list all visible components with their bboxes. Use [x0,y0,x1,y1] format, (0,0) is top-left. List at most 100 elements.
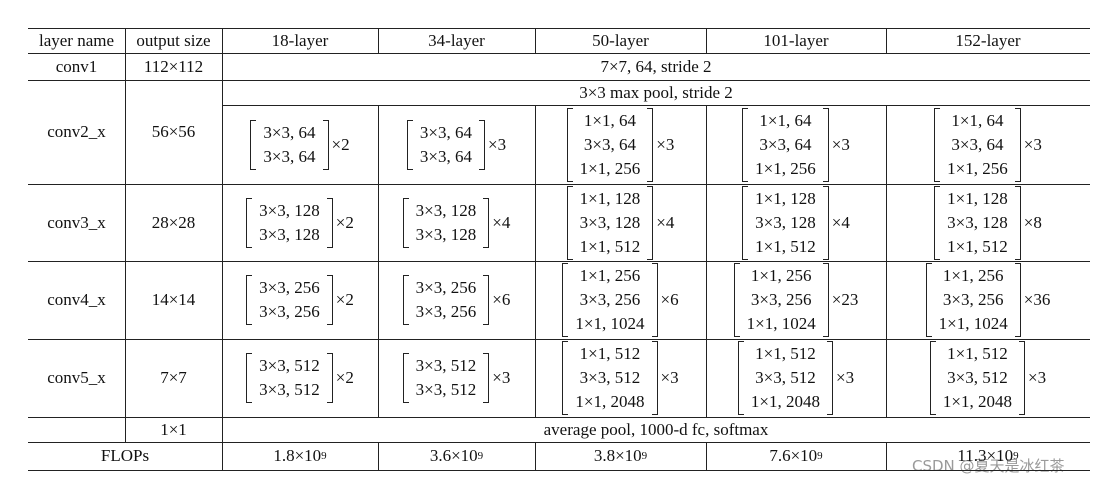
bracket-right [483,353,490,403]
block: 1×1, 128 3×3, 128 1×1, 512 ×8 [934,185,1042,260]
flops-base: 1.8×10 [273,446,322,465]
span-cell: 7×7, 64, stride 2 [600,56,712,76]
block: 1×1, 512 3×3, 512 1×1, 2048 ×3 [737,341,855,415]
block-lines: 1×1, 512 3×3, 512 1×1, 2048 [744,342,827,414]
column-rule [706,105,707,417]
block-line: 3×3, 256 [259,278,320,297]
column-rule [706,442,707,470]
block-line: 3×3, 512 [579,368,641,387]
block-cell: 1×1, 512 3×3, 512 1×1, 2048 ×3 [535,339,706,417]
column-rule [125,28,126,442]
bracket-right [1014,107,1021,182]
block-times: ×6 [660,290,679,309]
block-lines: 1×1, 128 3×3, 128 1×1, 512 [940,187,1015,259]
block-line: 1×1, 1024 [938,314,1008,333]
bracket-right [326,197,333,248]
column-rule [378,28,379,53]
block: 1×1, 128 3×3, 128 1×1, 512 ×4 [566,185,675,260]
block-line: 3×3, 64 [759,134,812,154]
block-line: 3×3, 256 [415,278,477,297]
block-line: 3×3, 64 [951,134,1004,154]
block-line: 1×1, 2048 [942,392,1012,411]
block: 3×3, 512 3×3, 512 ×2 [246,353,354,403]
block-cell: 1×1, 64 3×3, 64 1×1, 256 ×3 [535,105,706,184]
column-rule [378,442,379,470]
bracket-right [483,197,490,248]
column-rule [886,28,887,53]
block-lines: 3×3, 512 3×3, 512 [252,354,327,402]
flops-exp: 9 [477,450,484,462]
block-lines: 1×1, 64 3×3, 64 1×1, 256 [573,109,648,181]
block: 3×3, 128 3×3, 128 ×2 [246,197,354,248]
block-cell: 1×1, 512 3×3, 512 1×1, 2048 ×3 [706,339,886,417]
flops-exp: 9 [1013,450,1019,462]
block-cell: 3×3, 64 3×3, 64 ×2 [222,105,378,184]
block: 1×1, 64 3×3, 64 1×1, 256 ×3 [566,107,674,182]
bracket-right [651,263,658,337]
block: 1×1, 512 3×3, 512 1×1, 2048 ×3 [562,341,679,415]
block-line: 1×1, 2048 [575,392,645,411]
rule [222,105,1090,106]
column-rule [222,53,223,470]
block: 3×3, 64 3×3, 64 ×2 [250,119,350,170]
output-size: 14×14 [151,290,196,309]
block-times: ×2 [335,290,354,309]
header-cell: 101-layer [763,30,829,50]
block-line: 3×3, 512 [947,368,1008,387]
block-line: 1×1, 256 [579,158,641,178]
column-rule [222,28,223,53]
block-times: ×4 [831,212,850,232]
block-times: ×3 [836,368,855,387]
block-line: 3×3, 128 [579,212,641,232]
flops-value: 3.8×10 9 [535,442,706,470]
block-line: 3×3, 128 [415,224,477,244]
flops-value: 3.6×10 9 [378,442,535,470]
bracket-left [925,263,932,337]
block-line: 1×1, 128 [947,188,1008,208]
bracket-right [647,107,654,182]
bracket-right [647,185,654,260]
block-times: ×2 [335,212,354,232]
column-rule [886,105,887,417]
block-lines: 1×1, 256 3×3, 256 1×1, 1024 [568,264,651,336]
block-line: 1×1, 128 [755,188,816,208]
block-line: 1×1, 256 [942,266,1004,285]
flops-base: 3.8×10 [593,446,642,465]
block-cell: 3×3, 128 3×3, 128 ×2 [222,184,378,261]
block-line: 3×3, 64 [583,134,636,154]
bracket-left [402,275,409,325]
block-times: ×3 [488,134,507,154]
block-cell: 3×3, 256 3×3, 256 ×6 [378,261,535,339]
block-lines: 3×3, 64 3×3, 64 [256,121,322,169]
block-line: 1×1, 1024 [575,314,645,333]
bracket-right [1019,341,1025,415]
block-cell: 3×3, 512 3×3, 512 ×2 [222,339,378,417]
bracket-right [479,119,485,170]
block: 1×1, 256 3×3, 256 1×1, 1024 ×36 [925,263,1050,337]
block-line: 1×1, 2048 [750,392,820,411]
bracket-left [733,263,740,337]
block-times: ×3 [492,368,511,387]
block-line: 1×1, 256 [579,266,641,285]
block-line: 3×3, 512 [259,380,320,399]
block-cell: 1×1, 128 3×3, 128 1×1, 512 ×4 [535,184,706,261]
block-cell: 1×1, 256 3×3, 256 1×1, 1024 ×23 [706,261,886,339]
flops-exp: 9 [641,450,648,462]
layer-name: conv3_x [47,212,106,232]
block-line: 3×3, 256 [259,302,320,321]
bracket-left [742,185,749,260]
block-line: 3×3, 256 [579,290,641,309]
block-line: 3×3, 256 [750,290,812,309]
flops-base: 3.6×10 [429,446,478,465]
block-lines: 3×3, 128 3×3, 128 [409,199,484,247]
bracket-left [562,341,569,415]
block: 1×1, 128 3×3, 128 1×1, 512 ×4 [742,185,850,260]
bracket-left [929,341,936,415]
block-times: ×8 [1023,212,1042,232]
block-cell: 1×1, 512 3×3, 512 1×1, 2048 ×3 [886,339,1090,417]
block-times: ×4 [656,212,675,232]
flops-label: FLOPs [100,446,150,465]
bracket-right [326,275,333,325]
block-times: ×2 [331,134,350,154]
bracket-right [822,107,829,182]
